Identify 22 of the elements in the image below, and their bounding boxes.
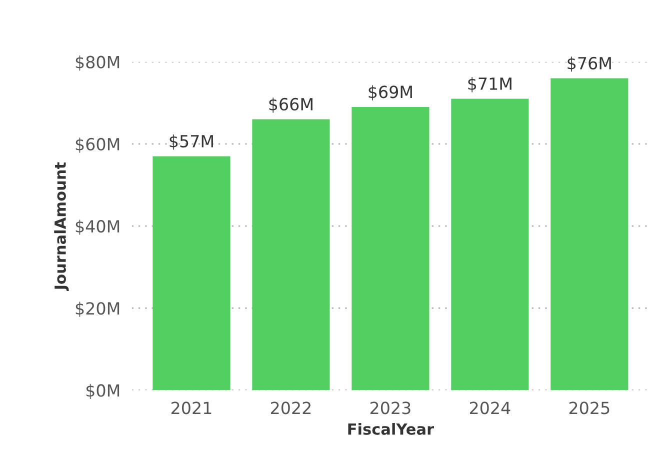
y-tick-label: $0M	[86, 384, 120, 399]
bar	[550, 78, 628, 390]
bar	[252, 119, 330, 390]
data-label: $66M	[269, 98, 312, 113]
data-label: $69M	[368, 85, 412, 100]
y-axis-title: JournalAmount	[54, 162, 69, 292]
y-tick-label: $40M	[76, 220, 120, 235]
x-tick-label: 2021	[172, 402, 212, 414]
x-axis-title: FiscalYear	[348, 423, 434, 435]
y-tick-label: $80M	[76, 56, 120, 71]
data-label: $76M	[568, 56, 611, 72]
bar	[451, 98, 529, 390]
x-tick-label: 2025	[569, 402, 610, 414]
bar	[152, 156, 230, 390]
data-label: $71M	[468, 77, 512, 92]
x-tick-label: 2023	[370, 402, 410, 414]
bar	[352, 106, 430, 390]
y-tick-label: $20M	[76, 302, 120, 317]
x-tick-label: 2022	[270, 402, 311, 414]
data-label: $57M	[170, 134, 213, 150]
x-tick-label: 2024	[470, 402, 510, 414]
y-tick-label: $60M	[76, 138, 120, 153]
